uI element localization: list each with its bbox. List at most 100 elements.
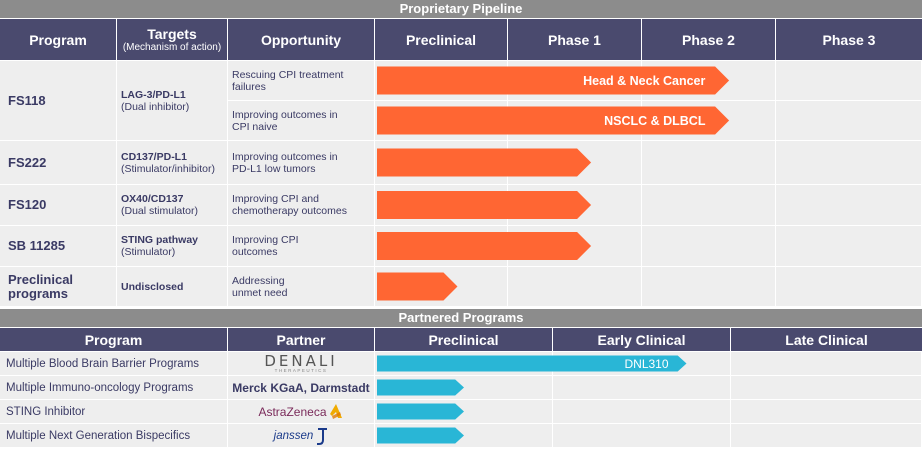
header-preclinical: Preclinical [375,19,507,60]
target-name: LAG-3/PD-L1 [121,88,186,101]
stage-grid-cell [731,400,921,423]
header-phase3-label: Phase 3 [822,31,876,48]
header-targets-label: Targets [147,26,197,42]
header-preclinical-label: Preclinical [405,31,477,48]
target-name: CD137/PD-L1 [121,150,187,163]
opportunity-text: Improving outcomes in PD-L1 low tumors [232,150,338,175]
phase-grid-cell [508,267,641,306]
pp-program-sting: STING Inhibitor [0,400,227,423]
janssen-symbol-icon [317,427,328,445]
pp-program-bispecifics: Multiple Next Generation Bispecifics [0,424,227,447]
pp-header-partner-label: Partner [276,331,326,348]
pp-header-program: Program [0,328,227,351]
opportunity-text: Improving CPI outcomes [232,234,299,258]
target-fs222: CD137/PD-L1 (Stimulator/inhibitor) [117,141,227,184]
target-mechanism: (Stimulator) [121,246,176,258]
header-opportunity: Opportunity [228,19,374,60]
program-fs120: FS120 [0,185,116,225]
opportunity-preclinical: Addressing unmet need [228,267,374,306]
merck-label: Merck KGaA, Darmstadt [232,380,370,395]
header-phase3: Phase 3 [776,19,922,60]
pp-header-preclinical-label: Preclinical [428,331,499,348]
header-targets: Targets (Mechanism of action) [117,19,227,60]
denali-wordmark: DENALI [264,352,338,370]
janssen-wordmark: janssen [273,429,314,442]
denali-sub: THERAPEUTICS [274,368,328,373]
proprietary-bar [377,232,592,260]
stage-grid-cell [553,400,730,423]
pp-header-late: Late Clinical [731,328,922,351]
pp-header-preclinical: Preclinical [375,328,552,351]
proprietary-pipeline-title: Proprietary Pipeline [0,0,922,18]
phase-grid-cell [642,185,775,225]
phase-grid-cell [776,61,921,100]
program-fs118: FS118 [0,61,116,140]
partnered-bar-label: DNL310 [624,356,669,371]
phase-grid-cell [776,185,921,225]
target-mechanism: (Dual inhibitor) [121,100,190,113]
phase-grid-cell [776,101,921,140]
stage-grid-cell [731,376,921,399]
astrazeneca-symbol-icon [329,403,342,419]
program-sb11285: SB 11285 [0,226,116,266]
stage-grid-cell [731,352,921,375]
stage-grid-cell [731,424,921,447]
partnered-programs-title: Partnered Programs [0,309,922,327]
opportunity-fs222: Improving outcomes in PD-L1 low tumors [228,141,374,184]
header-opportunity-label: Opportunity [260,31,342,48]
opportunity-text: Improving outcomes in CPI naive [232,108,338,133]
astrazeneca-wordmark: AstraZeneca [258,404,327,419]
opportunity-sb11285: Improving CPI outcomes [228,226,374,266]
header-phase2: Phase 2 [642,19,775,60]
opportunity-fs118-a: Rescuing CPI treatment failures [228,61,374,100]
partnered-bar [377,403,464,420]
pp-header-early: Early Clinical [553,328,730,351]
target-fs120: OX40/CD137 (Dual stimulator) [117,185,227,225]
phase-grid-cell [776,267,921,306]
target-name: Undisclosed [121,280,184,293]
proprietary-bar [377,148,592,177]
target-mechanism: (Dual stimulator) [121,205,199,217]
partnered-bar [377,355,687,372]
proprietary-bar [377,106,730,135]
proprietary-bar-label: NSCLC & DLBCL [604,113,706,128]
target-fs118: LAG-3/PD-L1 (Dual inhibitor) [117,61,227,140]
header-targets-sub: (Mechanism of action) [122,42,222,53]
phase-grid-cell [642,226,775,266]
pp-header-late-label: Late Clinical [785,331,868,348]
proprietary-bar [377,272,458,301]
target-sb11285: STING pathway (Stimulator) [117,226,227,266]
header-program: Program [0,19,116,60]
opportunity-text: Rescuing CPI treatment failures [232,68,344,93]
target-name: STING pathway [121,234,199,246]
stage-grid-cell [553,424,730,447]
partnered-bar [377,379,464,396]
partner-denali-logo: DENALI THERAPEUTICS [228,352,374,375]
header-phase1: Phase 1 [508,19,641,60]
pp-header-partner: Partner [228,328,374,351]
stage-grid-cell [553,376,730,399]
program-fs222: FS222 [0,141,116,184]
header-phase1-label: Phase 1 [548,31,601,48]
partnered-bar [377,427,464,444]
header-program-label: Program [29,31,87,48]
pp-program-io: Multiple Immuno-oncology Programs [0,376,227,399]
pp-program-bbb: Multiple Blood Brain Barrier Programs [0,352,227,375]
partner-merck: Merck KGaA, Darmstadt [228,376,374,399]
pp-header-program-label: Program [84,331,143,348]
program-preclinical: Preclinical programs [0,267,116,306]
proprietary-bar [377,66,730,95]
opportunity-fs120: Improving CPI and chemotherapy outcomes [228,185,374,225]
phase-grid-cell [642,141,775,184]
opportunity-text: Improving CPI and chemotherapy outcomes [232,193,347,217]
proprietary-bar-label: Head & Neck Cancer [583,73,706,88]
pp-header-early-label: Early Clinical [597,331,686,348]
target-mechanism: (Stimulator/inhibitor) [121,162,215,175]
partner-janssen-logo: janssen [228,424,374,447]
partner-astrazeneca-logo: AstraZeneca [228,400,374,423]
proprietary-bar [377,191,592,219]
target-name: OX40/CD137 [121,193,184,205]
header-phase2-label: Phase 2 [682,31,735,48]
opportunity-fs118-b: Improving outcomes in CPI naive [228,101,374,140]
